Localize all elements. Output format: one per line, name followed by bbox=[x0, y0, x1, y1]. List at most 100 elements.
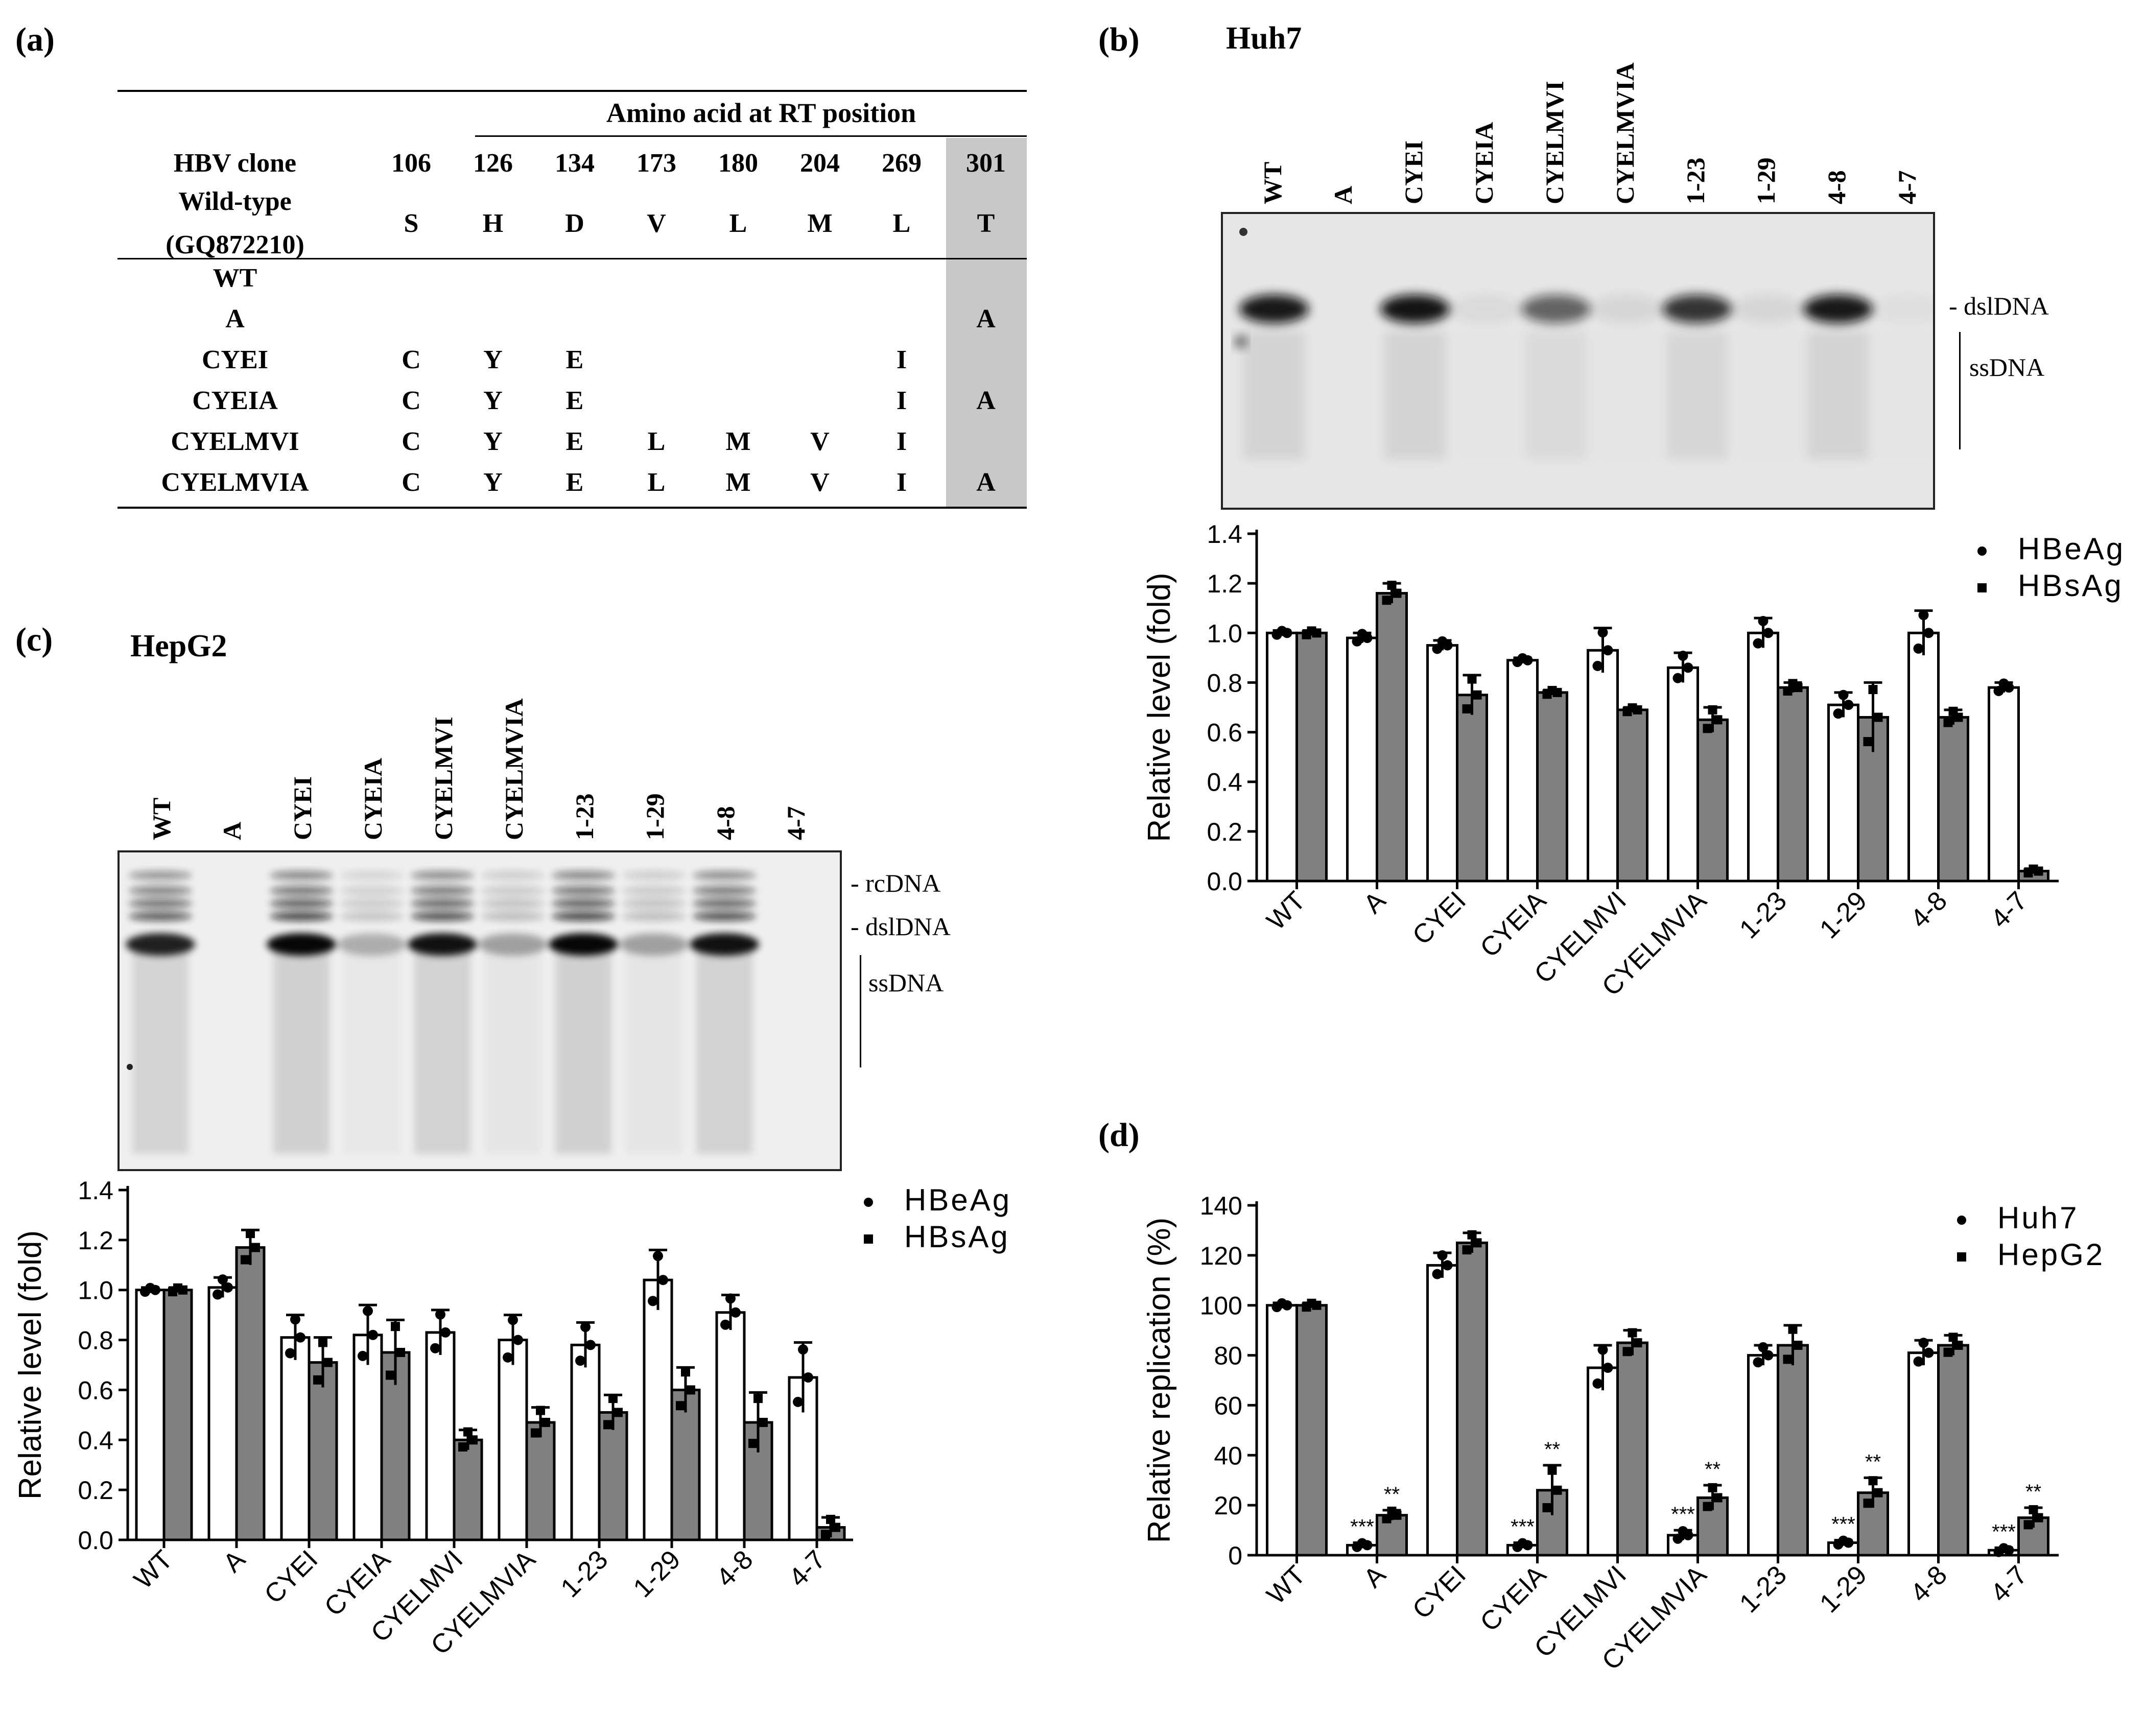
table-cell: E bbox=[565, 427, 584, 456]
y-tick-label: 1.4 bbox=[1207, 520, 1242, 549]
blot-c-band bbox=[619, 933, 689, 956]
data-point bbox=[1793, 683, 1803, 693]
data-point bbox=[396, 1348, 405, 1358]
bar-HBeAg bbox=[1667, 666, 1699, 883]
bar-HepG2 bbox=[1777, 1344, 1809, 1557]
blot-b-smear bbox=[1596, 331, 1657, 459]
bar-HBeAg bbox=[352, 1334, 383, 1541]
data-point bbox=[1993, 685, 2004, 696]
y-tick-label: 40 bbox=[1214, 1441, 1242, 1470]
blot-c-speck bbox=[127, 1064, 133, 1070]
blot-b-band bbox=[1662, 295, 1732, 323]
blot-c-lane-label: CYEIA bbox=[359, 757, 387, 840]
blot-c-smear bbox=[414, 939, 470, 1154]
bar-HBsAg bbox=[1536, 691, 1568, 883]
blot-c-lane-label: 4-8 bbox=[711, 806, 740, 840]
bar-HBsAg bbox=[670, 1388, 701, 1541]
blot-c-lane-label: A bbox=[218, 821, 246, 840]
data-point bbox=[1703, 724, 1712, 733]
data-point bbox=[251, 1243, 260, 1252]
data-point bbox=[318, 1338, 327, 1347]
table-cell: I bbox=[896, 468, 907, 497]
blot-c-smear bbox=[555, 939, 611, 1154]
bar-HBeAg bbox=[207, 1286, 238, 1541]
x-tick-label: 1-29 bbox=[628, 1544, 687, 1603]
bar-HBeAg bbox=[1827, 703, 1859, 883]
bar-Huh7 bbox=[1266, 1304, 1298, 1557]
blot-b-speck bbox=[1235, 336, 1247, 348]
bar-Huh7 bbox=[1907, 1351, 1940, 1557]
x-tick-label: CYEIA bbox=[1475, 886, 1552, 963]
blot-c-lane-label: WT bbox=[147, 797, 176, 840]
bar-HepG2 bbox=[1616, 1341, 1648, 1557]
data-point bbox=[1868, 1476, 1878, 1486]
table-cell: C bbox=[402, 345, 421, 374]
data-point bbox=[748, 1439, 758, 1448]
chart-b: 0.0 0.2 0.4 0.6 0.8 1.0 1.2 1.4 Relative level (… bbox=[1142, 520, 2123, 1002]
y-tick-label: 80 bbox=[1214, 1342, 1242, 1370]
data-point bbox=[648, 1296, 658, 1306]
blot-b-smear bbox=[1243, 331, 1305, 459]
x-tick-label: 1-23 bbox=[1734, 1560, 1793, 1619]
data-point bbox=[1432, 1269, 1443, 1279]
bar-HBeAg bbox=[498, 1339, 528, 1541]
table-clone-name: CYEIA bbox=[192, 386, 278, 415]
table-position-header: 106 bbox=[391, 149, 431, 178]
bar-HBsAg bbox=[308, 1361, 338, 1541]
y-tick-label: 0 bbox=[1228, 1541, 1242, 1570]
data-point bbox=[603, 1420, 612, 1430]
data-point bbox=[435, 1309, 445, 1320]
x-tick-label: CYEIA bbox=[1475, 1560, 1552, 1637]
data-point bbox=[1282, 628, 1292, 638]
blot-c-band bbox=[270, 899, 333, 908]
y-tick-label: 1.2 bbox=[78, 1226, 113, 1255]
y-tick-label: 0.2 bbox=[78, 1476, 113, 1505]
data-point bbox=[1602, 1363, 1613, 1373]
data-point bbox=[1713, 715, 1723, 725]
x-tick-label: CYEI bbox=[1407, 1560, 1472, 1625]
y-tick-label: 140 bbox=[1200, 1192, 1242, 1220]
blot-c-band bbox=[267, 933, 336, 956]
data-point bbox=[2023, 1520, 2033, 1530]
data-point bbox=[1863, 737, 1873, 747]
x-tick-label: 1-29 bbox=[1814, 886, 1873, 944]
data-point bbox=[1913, 643, 1924, 654]
data-point bbox=[508, 1315, 518, 1325]
data-point bbox=[1918, 610, 1929, 621]
data-point bbox=[1953, 712, 1963, 722]
blot-c-band bbox=[411, 899, 474, 908]
blot-b-band bbox=[1733, 295, 1802, 323]
data-point bbox=[1362, 633, 1373, 643]
y-axis-label: Relative level (fold) bbox=[13, 1230, 48, 1500]
table-cell: C bbox=[402, 386, 421, 415]
table-cell: L bbox=[647, 468, 666, 497]
bar-HBsAg bbox=[1696, 718, 1729, 883]
data-point bbox=[1547, 1465, 1557, 1475]
blot-c-smear bbox=[696, 939, 752, 1154]
significance-label: ** bbox=[1705, 1458, 1720, 1481]
data-point bbox=[1923, 1347, 1934, 1358]
data-point bbox=[1467, 1230, 1477, 1240]
significance-label: ** bbox=[1384, 1483, 1400, 1506]
data-point bbox=[1467, 674, 1477, 684]
data-point bbox=[1713, 1493, 1723, 1503]
blot-b-lane-label: CYELMVIA bbox=[1611, 62, 1639, 204]
data-point bbox=[536, 1406, 545, 1415]
table-position-header: 301 bbox=[966, 149, 1006, 178]
x-tick-label: 4-8 bbox=[711, 1544, 759, 1592]
data-point bbox=[323, 1358, 333, 1367]
data-point bbox=[793, 1396, 803, 1407]
x-tick-label: WT bbox=[1261, 1560, 1311, 1610]
blot-b-lane-label: 4-8 bbox=[1822, 170, 1851, 204]
data-point bbox=[1472, 1238, 1482, 1248]
y-tick-label: 100 bbox=[1200, 1292, 1242, 1320]
blot-c-band bbox=[340, 912, 404, 921]
bar-HBeAg bbox=[643, 1278, 673, 1541]
table-cell: M bbox=[725, 427, 751, 456]
bar-HBsAg bbox=[598, 1411, 628, 1541]
table-cell: Y bbox=[483, 427, 503, 456]
blot-c-band bbox=[129, 871, 192, 880]
data-point bbox=[223, 1282, 233, 1293]
x-tick-label: A bbox=[218, 1544, 251, 1578]
legend-marker bbox=[1957, 1216, 1966, 1225]
